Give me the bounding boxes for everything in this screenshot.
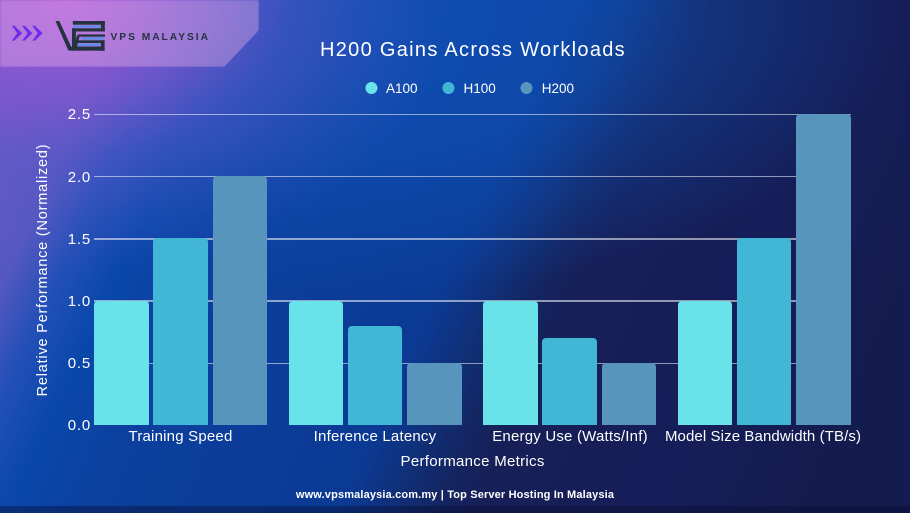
svg-text:VPS MALAYSIA: VPS MALAYSIA <box>111 32 210 43</box>
